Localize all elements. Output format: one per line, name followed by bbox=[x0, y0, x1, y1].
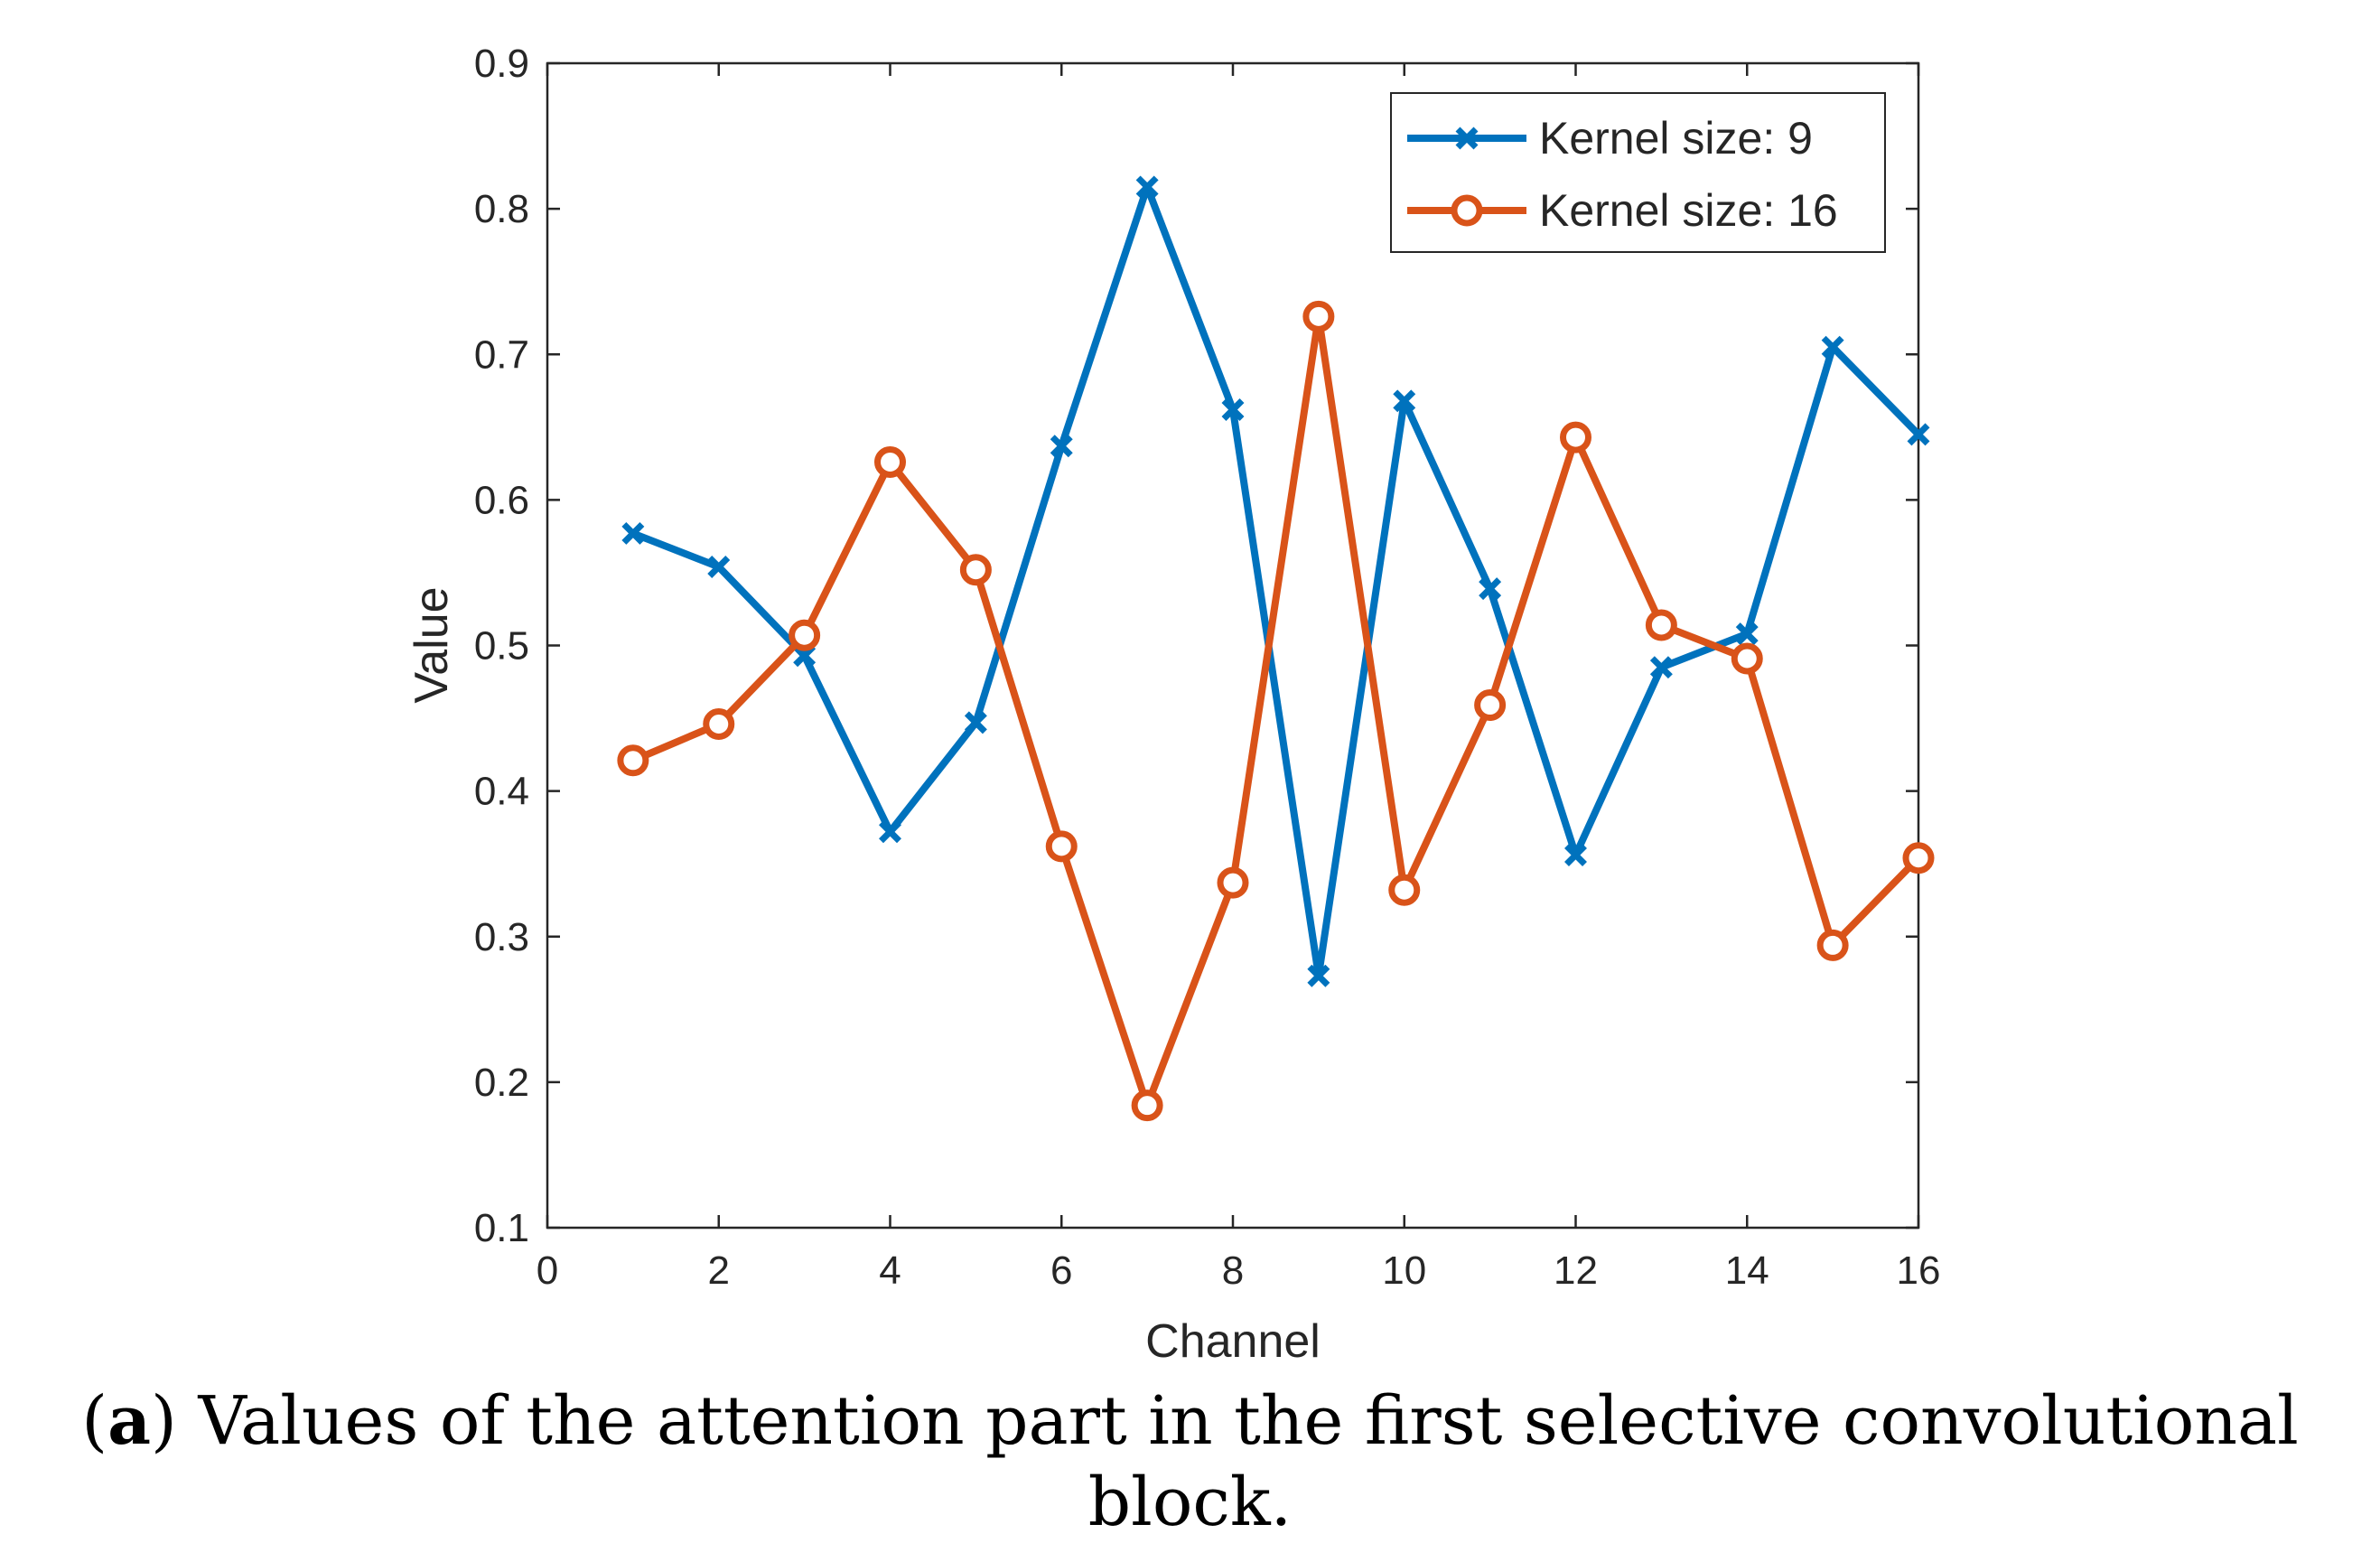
data-point bbox=[1131, 1089, 1163, 1122]
data-point bbox=[1393, 389, 1416, 413]
legend-marker-kernel-9 bbox=[1455, 126, 1479, 150]
legend-label-kernel-9: Kernel size: 9 bbox=[1539, 113, 1813, 164]
y-tick-label: 0.6 bbox=[474, 478, 529, 522]
data-point bbox=[1050, 435, 1073, 458]
y-tick-label: 0.5 bbox=[474, 624, 529, 669]
x-tick-label: 4 bbox=[879, 1248, 901, 1293]
data-point bbox=[959, 554, 992, 586]
line-chart: 0 2 4 6 8 10 12 14 16 0.1 0.2 0.3 0.4 0.5 0.6 0.7 0.8 0.9… bbox=[406, 42, 1941, 1368]
axis-tick-labels: 0 2 4 6 8 10 12 14 16 0.1 0.2 0.3 0.4 0.5 0.6 0.7 0.8 0.9 bbox=[474, 42, 1941, 1293]
data-point bbox=[1307, 964, 1330, 987]
data-point bbox=[1217, 866, 1249, 899]
data-point bbox=[1474, 689, 1507, 722]
series-line bbox=[631, 313, 1921, 1109]
data-point bbox=[1045, 830, 1078, 863]
y-tick-label: 0.2 bbox=[474, 1061, 529, 1105]
data-point bbox=[1560, 421, 1591, 454]
data-point bbox=[1735, 622, 1759, 646]
axis-ticks bbox=[546, 61, 1920, 1230]
series-layer bbox=[617, 175, 1935, 1122]
data-point bbox=[621, 521, 645, 545]
data-point bbox=[1731, 642, 1763, 675]
data-point bbox=[1821, 335, 1844, 359]
data-point bbox=[1135, 175, 1159, 199]
data-point bbox=[703, 708, 735, 741]
y-tick-label: 0.1 bbox=[474, 1206, 529, 1250]
x-tick-label: 12 bbox=[1554, 1248, 1598, 1293]
legend-box bbox=[1390, 92, 1886, 253]
data-point bbox=[789, 619, 821, 651]
legend: Kernel size: 9 Kernel size: 16 bbox=[1390, 92, 1886, 253]
legend-label-kernel-16: Kernel size: 16 bbox=[1539, 185, 1838, 236]
x-tick-label: 14 bbox=[1725, 1248, 1769, 1293]
data-point bbox=[1816, 929, 1849, 961]
data-point bbox=[879, 820, 901, 844]
data-point bbox=[1649, 656, 1673, 679]
data-point bbox=[1902, 842, 1935, 874]
series-1 bbox=[621, 175, 1930, 987]
data-point bbox=[874, 445, 906, 478]
plot-area bbox=[546, 61, 1920, 1230]
series-line bbox=[631, 182, 1921, 980]
y-tick-label: 0.3 bbox=[474, 915, 529, 959]
caption-label: a bbox=[107, 1382, 152, 1460]
x-tick-label: 8 bbox=[1222, 1248, 1244, 1293]
y-tick-label: 0.9 bbox=[474, 42, 529, 86]
y-tick-label: 0.7 bbox=[474, 332, 529, 377]
x-tick-label: 10 bbox=[1382, 1248, 1426, 1293]
x-tick-label: 6 bbox=[1050, 1248, 1072, 1293]
caption-text: Values of the attention part in the firs… bbox=[176, 1382, 2299, 1541]
data-point bbox=[1388, 874, 1421, 906]
legend-marker-kernel-16 bbox=[1451, 194, 1483, 227]
y-tick-label: 0.8 bbox=[474, 187, 529, 231]
data-point bbox=[1302, 300, 1335, 332]
data-point bbox=[1221, 398, 1245, 421]
series-2 bbox=[617, 300, 1935, 1122]
data-point bbox=[964, 711, 987, 734]
data-point bbox=[1907, 423, 1930, 446]
x-axis-label: Channel bbox=[1145, 1315, 1321, 1368]
x-tick-label: 2 bbox=[708, 1248, 730, 1293]
data-point bbox=[1479, 577, 1502, 601]
y-tick-label: 0.4 bbox=[474, 770, 529, 814]
x-tick-label: 16 bbox=[1897, 1248, 1941, 1293]
data-point bbox=[617, 744, 649, 777]
data-point bbox=[707, 556, 731, 578]
figure-caption: (a) Values of the attention part in the … bbox=[81, 1382, 2299, 1541]
y-axis-label: Value bbox=[406, 586, 458, 703]
data-point bbox=[1564, 844, 1587, 866]
x-tick-label: 0 bbox=[537, 1248, 558, 1293]
data-point bbox=[1645, 609, 1677, 641]
